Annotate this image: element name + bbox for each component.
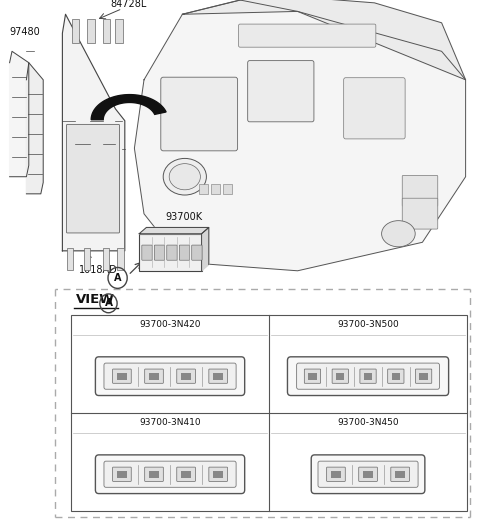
Bar (181, 372, 191, 380)
Bar (67, 248, 73, 270)
Text: 97480: 97480 (10, 27, 40, 37)
Polygon shape (134, 0, 466, 271)
FancyBboxPatch shape (96, 455, 245, 494)
Text: 93700K: 93700K (166, 212, 203, 222)
Ellipse shape (382, 221, 415, 247)
Bar (199, 185, 208, 194)
FancyBboxPatch shape (402, 175, 438, 206)
FancyBboxPatch shape (304, 369, 321, 383)
FancyBboxPatch shape (344, 78, 405, 139)
FancyBboxPatch shape (248, 61, 314, 122)
Polygon shape (182, 0, 466, 80)
Text: 93700-3N410: 93700-3N410 (139, 417, 201, 427)
Text: VIEW: VIEW (76, 293, 115, 306)
Bar (395, 471, 405, 478)
Text: 1018AD: 1018AD (79, 265, 118, 275)
Text: A: A (105, 298, 112, 309)
Polygon shape (91, 95, 166, 120)
FancyBboxPatch shape (144, 467, 163, 481)
Bar (117, 248, 123, 270)
Polygon shape (202, 228, 209, 271)
Bar (115, 19, 123, 43)
FancyBboxPatch shape (209, 467, 228, 481)
FancyBboxPatch shape (155, 245, 165, 260)
Bar (336, 372, 345, 380)
FancyBboxPatch shape (66, 124, 120, 233)
Bar (149, 372, 159, 380)
Polygon shape (10, 51, 29, 177)
Ellipse shape (169, 164, 201, 190)
Bar (149, 471, 159, 478)
FancyBboxPatch shape (209, 369, 228, 383)
Text: A: A (114, 273, 121, 283)
Bar (181, 471, 191, 478)
FancyBboxPatch shape (359, 467, 377, 481)
Text: 93700-3N420: 93700-3N420 (139, 320, 201, 328)
Bar (223, 185, 232, 194)
FancyBboxPatch shape (113, 467, 131, 481)
Bar (117, 471, 127, 478)
FancyBboxPatch shape (288, 357, 449, 395)
Text: 93700-3N500: 93700-3N500 (337, 320, 399, 328)
Bar (213, 372, 223, 380)
Polygon shape (26, 63, 43, 194)
FancyBboxPatch shape (167, 245, 177, 260)
FancyBboxPatch shape (318, 461, 418, 487)
FancyBboxPatch shape (239, 24, 376, 47)
Text: 84728L: 84728L (110, 0, 147, 8)
Bar (211, 185, 220, 194)
FancyBboxPatch shape (332, 369, 348, 383)
FancyBboxPatch shape (327, 467, 345, 481)
Polygon shape (139, 228, 209, 234)
FancyBboxPatch shape (192, 245, 202, 260)
FancyBboxPatch shape (144, 369, 163, 383)
Ellipse shape (163, 158, 206, 195)
Bar (363, 471, 373, 478)
FancyBboxPatch shape (104, 363, 236, 389)
Text: 93700-3N450: 93700-3N450 (337, 417, 399, 427)
FancyBboxPatch shape (311, 455, 425, 494)
Bar (308, 372, 317, 380)
Bar (213, 471, 223, 478)
FancyBboxPatch shape (297, 363, 440, 389)
FancyBboxPatch shape (142, 245, 152, 260)
FancyBboxPatch shape (360, 369, 376, 383)
FancyBboxPatch shape (104, 461, 236, 487)
Bar (103, 19, 110, 43)
FancyBboxPatch shape (180, 245, 190, 260)
FancyBboxPatch shape (416, 369, 432, 383)
Bar (364, 372, 372, 380)
Bar (84, 248, 90, 270)
Bar (72, 19, 79, 43)
Polygon shape (62, 14, 125, 251)
Bar (103, 248, 109, 270)
FancyBboxPatch shape (96, 357, 245, 395)
Bar (392, 372, 400, 380)
Bar (117, 372, 127, 380)
FancyBboxPatch shape (113, 369, 131, 383)
Bar (87, 19, 95, 43)
FancyBboxPatch shape (177, 467, 195, 481)
FancyBboxPatch shape (177, 369, 195, 383)
Bar (331, 471, 341, 478)
FancyBboxPatch shape (402, 198, 438, 229)
Bar (71, 315, 467, 511)
Bar (420, 372, 428, 380)
FancyBboxPatch shape (391, 467, 409, 481)
FancyBboxPatch shape (388, 369, 404, 383)
FancyBboxPatch shape (161, 77, 238, 151)
Bar (139, 234, 202, 271)
